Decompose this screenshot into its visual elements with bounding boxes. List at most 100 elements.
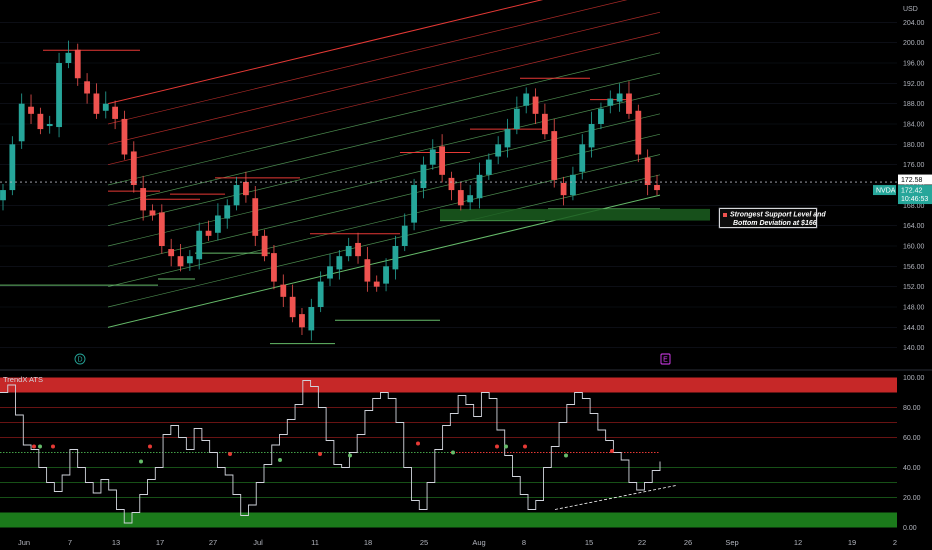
- channel-line: [107, 52, 661, 186]
- price-axis[interactable]: USD 140.00 144.00 148.00 152.00 156.00 160.00…: [897, 0, 932, 370]
- candle-body: [9, 144, 16, 191]
- buy-signal-dot: [278, 458, 282, 462]
- oscillator-tick-label: 40.00: [903, 465, 921, 472]
- price-tick-label: 140.00: [903, 345, 925, 352]
- time-tick-label: 17: [156, 538, 164, 547]
- candle-body: [224, 205, 231, 219]
- candle-body: [168, 249, 175, 257]
- candle-body: [523, 93, 530, 106]
- time-tick-label: 8: [522, 538, 526, 547]
- candle-body: [214, 215, 221, 233]
- oscillator-tick-label: 20.00: [903, 495, 921, 502]
- time-tick-label: 25: [420, 538, 428, 547]
- candle-body: [18, 103, 25, 142]
- time-tick-label: Jun: [18, 538, 30, 547]
- symbol-tag: [873, 185, 896, 196]
- channel-line: [107, 11, 661, 145]
- candle-body: [271, 253, 277, 282]
- sell-signal-dot: [228, 452, 232, 456]
- oscillator-line: [0, 380, 677, 524]
- candle-body: [476, 174, 483, 199]
- support-zone: [440, 208, 710, 221]
- candle-body: [336, 256, 343, 270]
- candle-body: [411, 185, 417, 223]
- oscillator-tick-label: 100.00: [903, 375, 925, 382]
- candle-body: [243, 181, 249, 196]
- oscillator-axis[interactable]: 0.00 20.00 40.00 60.00 80.00 100.00: [903, 375, 925, 532]
- candle-body: [102, 103, 109, 111]
- candle-body: [495, 144, 502, 157]
- candle-body: [439, 146, 446, 175]
- candle-body: [327, 266, 333, 279]
- price-tick-label: 180.00: [903, 142, 925, 149]
- oscillator-zones: [0, 377, 897, 528]
- candle-body: [607, 98, 614, 106]
- candle-body: [383, 266, 389, 284]
- time-tick-label: 27: [209, 538, 217, 547]
- time-tick-label: 13: [112, 538, 120, 547]
- svg-text:D: D: [77, 357, 82, 364]
- candle-body: [158, 212, 165, 246]
- candle-body: [261, 235, 268, 257]
- time-tick-label: 7: [68, 538, 72, 547]
- oscillator-title[interactable]: TrendX ATS: [3, 375, 43, 384]
- price-tick-label: 156.00: [903, 264, 925, 271]
- time-tick-label: 2: [893, 538, 897, 547]
- oversold-zone: [0, 512, 897, 528]
- price-tick-label: 152.00: [903, 284, 925, 291]
- nvda-price-value: 172.42: [901, 188, 923, 195]
- time-tick-label: 18: [364, 538, 372, 547]
- callout-text-line1: Strongest Support Level and: [730, 212, 826, 219]
- candle-body: [252, 198, 259, 236]
- buy-signal-dot: [348, 453, 352, 458]
- candle-body: [84, 81, 90, 94]
- channel-line: [107, 113, 661, 247]
- candle-body: [74, 49, 81, 79]
- candle-body: [467, 195, 474, 203]
- candle-body: [448, 177, 455, 191]
- sell-signal-dot: [318, 452, 322, 456]
- buy-signal-dot: [564, 453, 568, 458]
- oscillator-series: [0, 380, 661, 524]
- nvda-price-tag: [898, 185, 932, 205]
- buy-signal-dot: [504, 444, 508, 449]
- candle-body: [635, 110, 642, 155]
- candle-body: [56, 63, 62, 128]
- time-tick-label: Aug: [472, 538, 485, 547]
- candle-body: [121, 118, 128, 155]
- candle-body: [504, 129, 511, 148]
- time-tick-label: Jul: [253, 538, 263, 547]
- price-tick-label: 168.00: [903, 203, 925, 210]
- marker-d-icon[interactable]: D: [74, 353, 86, 365]
- candle-body: [112, 106, 119, 119]
- sell-signal-dot: [416, 441, 420, 446]
- candle-body: [364, 259, 371, 282]
- marker-e-icon[interactable]: E: [660, 353, 671, 365]
- channel-line: [107, 93, 661, 227]
- buy-signal-dot: [38, 444, 42, 449]
- divergence-line: [554, 485, 677, 510]
- candle-body: [355, 242, 361, 257]
- time-tick-label: 22: [638, 538, 646, 547]
- time-axis[interactable]: Jun 7 13 17 27 Jul 11 18 25 Aug 8 15 22 26 Sep 12 19 2: [18, 538, 897, 547]
- candle-body: [429, 149, 436, 165]
- candle-body: [551, 131, 558, 180]
- price-tick-label: 144.00: [903, 325, 925, 332]
- buy-signal-dot: [139, 459, 143, 464]
- candlestick-series[interactable]: [0, 40, 660, 341]
- callout-bullet-icon: [723, 213, 727, 217]
- channel-line: [107, 32, 661, 166]
- channel-line: [107, 154, 661, 288]
- candle-body: [457, 190, 464, 206]
- candle-body: [205, 230, 212, 236]
- last-price-value: 172.58: [901, 177, 923, 184]
- price-tick-label: 160.00: [903, 244, 925, 251]
- channel-line: [107, 0, 628, 125]
- candle-body: [616, 93, 623, 102]
- bar-countdown: 10:46:53: [901, 196, 928, 203]
- support-callout[interactable]: Strongest Support Level and Bottom Devia…: [718, 207, 826, 229]
- oscillator-grid: [0, 407, 897, 498]
- candle-body: [65, 52, 72, 63]
